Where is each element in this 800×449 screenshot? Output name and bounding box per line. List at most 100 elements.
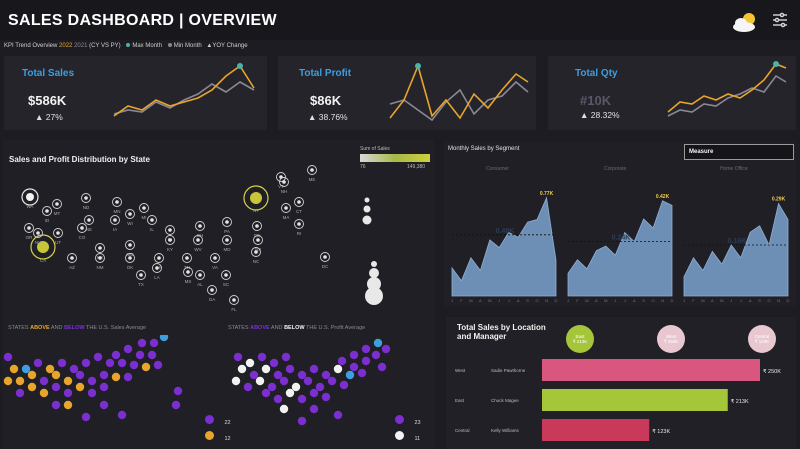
- state-bubble-ok: OK: [125, 253, 135, 270]
- state-bubble-wi: WI: [125, 209, 135, 226]
- state-tile: [51, 382, 61, 392]
- state-tile: [149, 338, 159, 348]
- state-bubble-co: CO: [77, 223, 87, 240]
- purple-dot-icon: [395, 415, 404, 425]
- state-bubble-ut: UT: [53, 228, 63, 245]
- state-tile: [257, 352, 267, 362]
- bar-west: [542, 359, 760, 381]
- state-label: IA: [113, 227, 117, 232]
- state-label: UT: [55, 240, 61, 245]
- month-tick: F: [576, 298, 579, 303]
- state-bubble-me: ME: [307, 165, 317, 182]
- state-bubble-pa: PA: [222, 217, 232, 234]
- kpi-card-qty: Total Qty #10K ▲ 28.32%: [548, 56, 796, 130]
- month-tick: J: [683, 298, 685, 303]
- segment-chart-2: 0.16K 0.29K J F M A M J J A S O N D: [683, 197, 790, 303]
- kpi-change: ▲ 27%: [35, 112, 63, 122]
- state-tile: [371, 350, 381, 360]
- month-tick: J: [614, 298, 616, 303]
- state-bubble-ar: AR: [154, 253, 164, 270]
- month-tick: S: [642, 298, 645, 303]
- legend-cy: 2022: [59, 43, 73, 49]
- state-tile: [357, 368, 367, 378]
- segment-area: [683, 202, 789, 297]
- region-badge-west[interactable]: West ₹ 250K: [657, 325, 685, 353]
- segment-name: Home Office: [720, 166, 748, 172]
- region-label: East: [455, 398, 465, 403]
- state-tile: [57, 358, 67, 368]
- cy-line: [113, 64, 255, 117]
- state-bubble-nm: NM: [95, 253, 105, 270]
- sales-color-scale: [360, 154, 430, 162]
- kpi-title: Total Sales: [22, 68, 75, 79]
- month-tick: O: [536, 298, 539, 303]
- bar-east: [542, 389, 728, 411]
- state-bubble-mn: MN: [112, 197, 122, 214]
- measure-dropdown[interactable]: Measure: [684, 144, 794, 160]
- state-tile: [21, 364, 31, 374]
- state-tile: [93, 352, 103, 362]
- state-bubble-vt: VT: [276, 172, 286, 189]
- kpi-value: #10K: [580, 93, 612, 108]
- max-label: 0.42K: [656, 194, 670, 200]
- state-tile: [245, 358, 255, 368]
- state-label: WA: [26, 204, 33, 209]
- segment-chart-0: 0.48K 0.77K J F M A M J J A S O N D: [451, 191, 558, 303]
- filter-settings-icon[interactable]: [771, 11, 789, 29]
- py-line: [389, 80, 529, 122]
- month-tick: M: [604, 298, 607, 303]
- state-tile: [231, 376, 241, 386]
- state-tile: [309, 364, 319, 374]
- state-label: VT: [278, 184, 284, 189]
- month-tick: S: [758, 298, 761, 303]
- state-label: CA: [40, 258, 46, 263]
- state-label: IL: [150, 227, 154, 232]
- profit-trend-sparkline: [389, 63, 529, 122]
- kpi-card-sales: Total Sales $586K ▲ 27%: [4, 56, 267, 130]
- state-bubble-nc: NC: [251, 247, 261, 264]
- state-tile: [281, 352, 291, 362]
- state-tile: [105, 358, 115, 368]
- state-bubble-il: IL: [147, 215, 157, 232]
- state-tile: [243, 382, 253, 392]
- state-tile: [273, 394, 283, 404]
- state-tile: [237, 364, 247, 374]
- state-tile: [3, 376, 13, 386]
- cy-line: [389, 63, 529, 120]
- state-bubble-ma: MA: [281, 203, 291, 220]
- py-line: [113, 81, 255, 115]
- kpi-change: ▲ 38.76%: [308, 112, 348, 122]
- state-label: CO: [79, 235, 86, 240]
- manager-label: Chuck Magee: [491, 398, 519, 403]
- location-sales-panel: Total Sales by Location and Manager East…: [446, 317, 796, 449]
- scale-max: 149,380: [407, 164, 426, 170]
- state-bubble-wa: WA: [21, 188, 39, 209]
- state-bubble-or: OR: [24, 223, 34, 240]
- region-badge-east[interactable]: East ₹ 213K: [566, 325, 594, 353]
- month-tick: D: [671, 298, 674, 303]
- state-tile: [297, 416, 307, 426]
- state-tile: [273, 370, 283, 380]
- state-bubble-ct: CT: [294, 197, 304, 214]
- white-dot-icon: [395, 431, 404, 441]
- max-month-marker: [415, 63, 421, 69]
- scale-min: 76: [360, 164, 366, 170]
- profit-legend-above: 23: [395, 411, 421, 429]
- state-label: PA: [224, 229, 230, 234]
- state-label: OK: [127, 265, 134, 270]
- month-tick: F: [692, 298, 695, 303]
- state-tile: [361, 344, 371, 354]
- state-tile: [39, 376, 49, 386]
- region-badge-central[interactable]: Central ₹ 123K: [748, 325, 776, 353]
- state-bubble-ky: KY: [165, 235, 175, 252]
- segment-chart-1: 0.24K 0.42K J F M A M J J A S O N D: [567, 194, 674, 303]
- state-tile: [9, 364, 19, 374]
- state-label: NY: [253, 208, 259, 213]
- month-tick: A: [595, 298, 598, 303]
- month-tick: J: [508, 298, 510, 303]
- month-tick: J: [498, 298, 500, 303]
- state-tile: [297, 394, 307, 404]
- state-tile: [99, 382, 109, 392]
- month-tick: M: [720, 298, 723, 303]
- state-bubble-ca: CA: [30, 234, 56, 263]
